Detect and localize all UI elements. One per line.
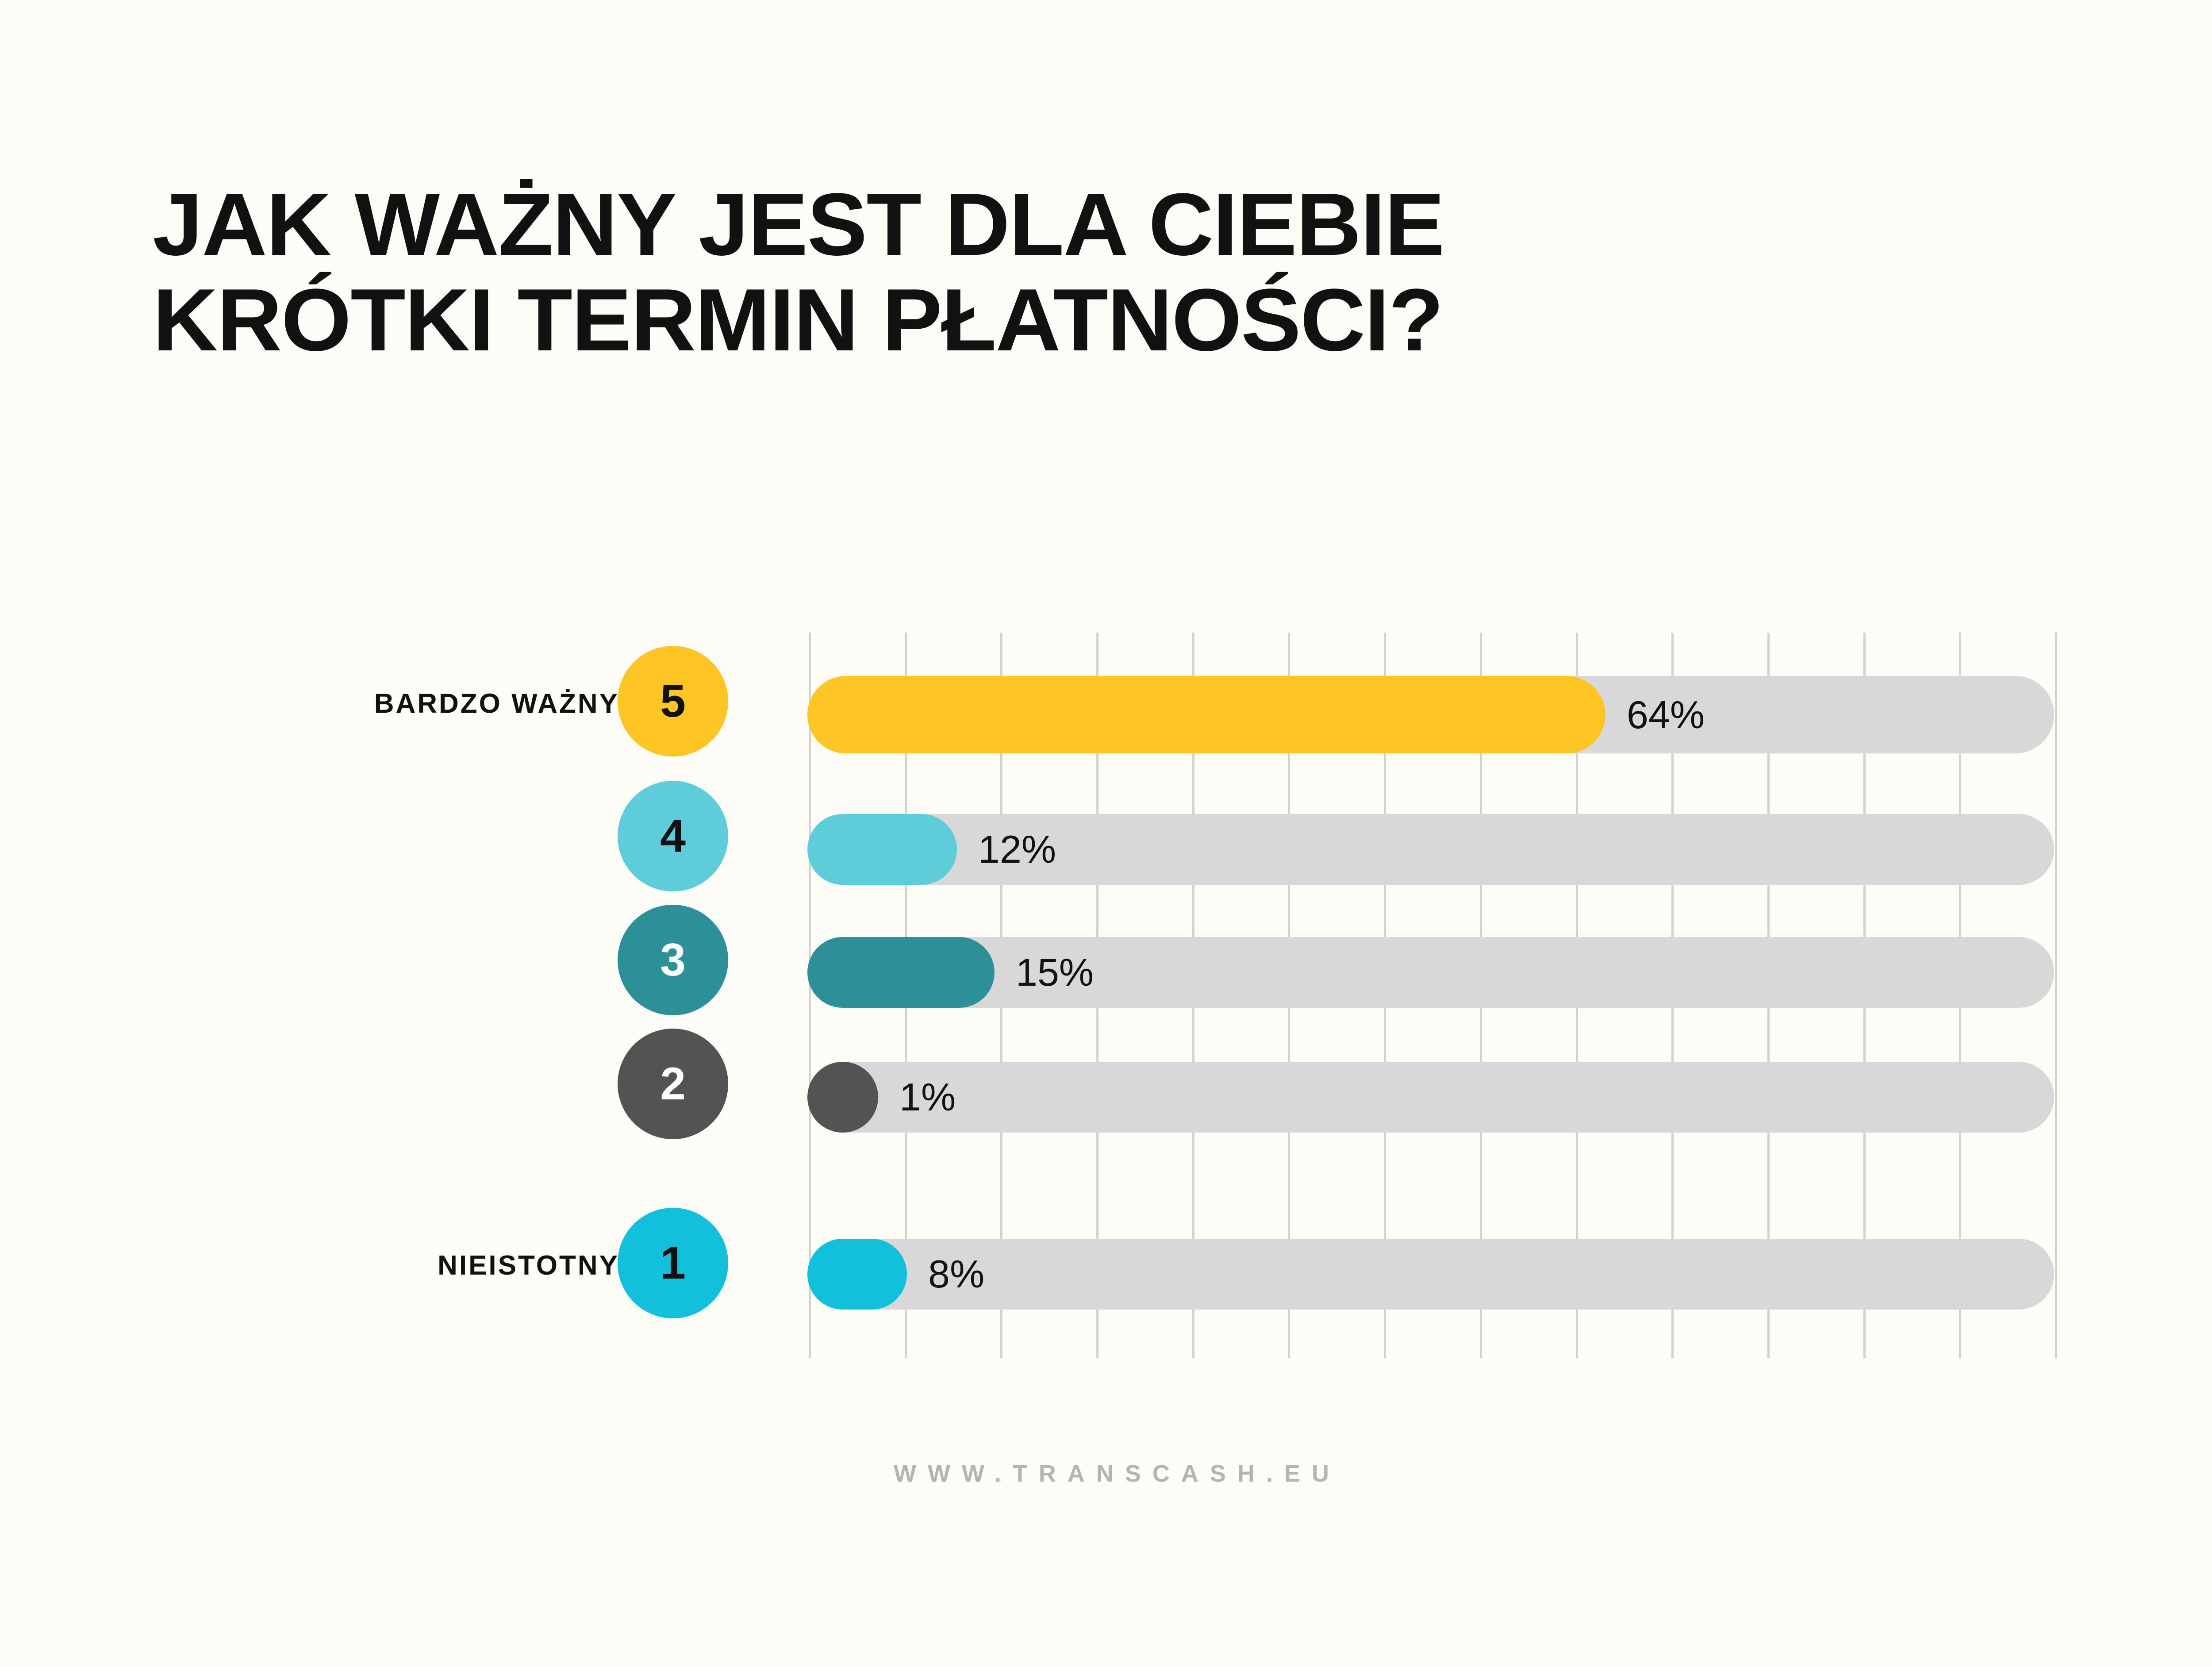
bar-chart: BARDZO WAŻNY 5 64% 4 12% 3 15% 2 1% NIEISTOTNY 1 8% [0,628,2212,1389]
page-title: JAK WAŻNY JEST DLA CIEBIE KRÓTKI TERMIN … [153,177,2011,368]
rating-circle-5[interactable]: 5 [618,646,728,757]
chart-rows: BARDZO WAŻNY 5 64% 4 12% 3 15% 2 1% NIEISTOTNY 1 8% [0,628,2212,1380]
bar-5[interactable] [807,676,1605,753]
bar-3[interactable] [807,937,995,1008]
bar-1[interactable] [807,1239,907,1310]
row-endpoint-label: NIEISTOTNY [438,1250,619,1281]
rating-circle-4[interactable]: 4 [618,781,728,891]
rating-circle-3[interactable]: 3 [618,905,728,1015]
page-title-line-2: KRÓTKI TERMIN PŁATNOŚCI? [153,271,1444,369]
bar-track: 12% [807,814,2054,885]
rating-circle-1[interactable]: 1 [618,1208,728,1318]
rating-circle-2[interactable]: 2 [618,1029,728,1139]
bar-value-label: 1% [899,1075,956,1119]
bar-4[interactable] [807,814,957,885]
bar-track: 64% [807,676,2054,753]
footer-website-url: WWW.TRANSCASH.EU [894,1460,1340,1487]
bar-track: 1% [807,1062,2054,1133]
bar-value-label: 64% [1627,692,1705,737]
bar-2[interactable] [807,1062,878,1133]
page-title-line-1: JAK WAŻNY JEST DLA CIEBIE [153,175,1445,274]
row-endpoint-label: BARDZO WAŻNY [374,688,619,719]
bar-track: 8% [807,1239,2054,1310]
bar-value-label: 8% [928,1252,985,1296]
bar-track: 15% [807,937,2054,1008]
bar-value-label: 15% [1016,950,1094,994]
bar-value-label: 12% [978,827,1056,871]
